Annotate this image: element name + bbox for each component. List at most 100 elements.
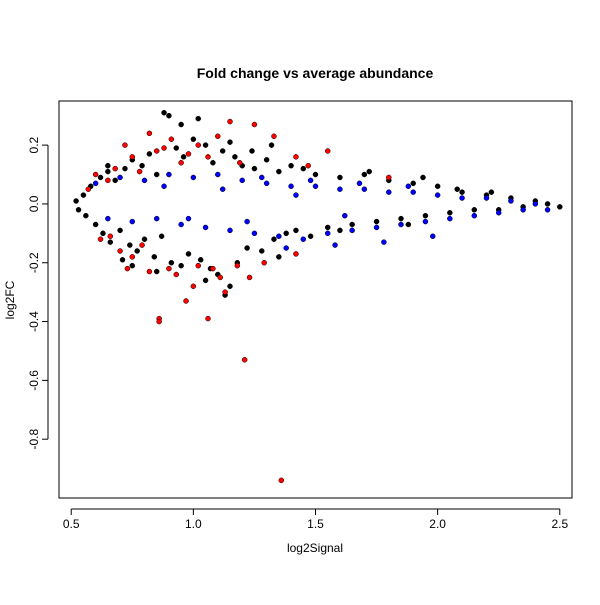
data-point — [342, 212, 348, 219]
data-point — [92, 180, 99, 187]
data-point — [312, 183, 319, 190]
data-points — [73, 110, 563, 484]
data-point — [124, 265, 131, 272]
data-point — [520, 207, 526, 213]
data-point — [202, 142, 209, 148]
data-point — [168, 136, 175, 142]
data-point — [386, 189, 392, 195]
data-point — [381, 239, 387, 245]
data-point — [373, 218, 380, 225]
data-point — [195, 262, 201, 269]
data-point — [85, 186, 92, 192]
data-point — [259, 248, 265, 254]
data-point — [153, 268, 160, 275]
data-point — [92, 171, 99, 178]
data-point — [107, 239, 114, 245]
data-point — [195, 115, 201, 122]
data-point — [153, 171, 160, 178]
data-point — [178, 262, 184, 269]
data-point — [166, 265, 172, 272]
x-tick-label: 2.0 — [429, 517, 446, 531]
data-point — [398, 215, 404, 222]
y-tick-label: 0.2 — [27, 136, 41, 153]
series-1 — [85, 118, 392, 484]
data-point — [454, 186, 460, 192]
data-point — [105, 168, 111, 175]
data-point — [136, 168, 143, 175]
data-point — [305, 162, 311, 169]
data-point — [112, 165, 118, 172]
data-point — [168, 259, 175, 266]
data-point — [422, 218, 429, 225]
data-point — [215, 133, 221, 140]
data-point — [219, 186, 226, 192]
data-point — [151, 254, 158, 260]
data-point — [495, 210, 502, 216]
data-point — [471, 212, 478, 219]
data-point — [105, 177, 111, 184]
data-point — [263, 157, 270, 163]
y-tick-label: -0.6 — [27, 370, 41, 391]
data-point — [161, 183, 167, 190]
data-point — [349, 227, 355, 234]
data-point — [215, 171, 221, 178]
data-point — [312, 171, 319, 178]
data-point — [146, 130, 153, 137]
data-point — [205, 315, 211, 322]
data-point — [271, 236, 277, 242]
data-point — [410, 189, 416, 195]
data-point — [356, 180, 363, 187]
data-point — [190, 283, 197, 290]
data-point — [129, 218, 136, 225]
chart-title: Fold change vs average abundance — [197, 65, 434, 81]
data-point — [239, 177, 245, 184]
data-point — [217, 274, 223, 281]
data-point — [134, 248, 140, 254]
data-point — [471, 207, 478, 213]
data-point — [434, 183, 441, 190]
data-point — [410, 180, 416, 187]
data-point — [422, 212, 429, 219]
data-point — [288, 183, 294, 190]
data-point — [337, 227, 343, 234]
data-point — [300, 236, 307, 242]
data-point — [178, 121, 184, 128]
data-point — [97, 174, 104, 181]
data-point — [129, 262, 136, 269]
data-point — [178, 160, 184, 166]
plot-frame — [58, 100, 573, 499]
data-point — [107, 233, 114, 240]
data-point — [293, 251, 299, 257]
data-point — [166, 112, 172, 119]
data-point — [139, 162, 145, 169]
data-point — [117, 248, 123, 254]
data-point — [105, 215, 111, 222]
data-point — [202, 277, 209, 284]
data-point — [251, 165, 258, 172]
y-tick-label: -0.8 — [27, 429, 41, 450]
data-point — [337, 174, 343, 181]
data-point — [156, 318, 162, 325]
data-point — [129, 154, 136, 160]
data-point — [557, 204, 563, 210]
data-point — [251, 121, 258, 128]
y-tick-label: -0.4 — [27, 311, 41, 332]
data-point — [227, 118, 233, 125]
data-point — [92, 221, 99, 228]
data-point — [173, 271, 180, 278]
data-point — [261, 259, 267, 266]
data-point — [178, 221, 184, 228]
y-tick-label: 0.0 — [27, 195, 41, 212]
data-point — [293, 227, 299, 234]
data-point — [293, 154, 299, 160]
data-point — [83, 212, 89, 219]
data-point — [234, 262, 241, 269]
data-point — [544, 207, 551, 213]
data-point — [190, 136, 197, 142]
data-point — [73, 198, 79, 204]
data-point — [202, 224, 209, 231]
data-point — [185, 215, 192, 222]
data-point — [227, 139, 233, 145]
data-point — [332, 242, 338, 248]
